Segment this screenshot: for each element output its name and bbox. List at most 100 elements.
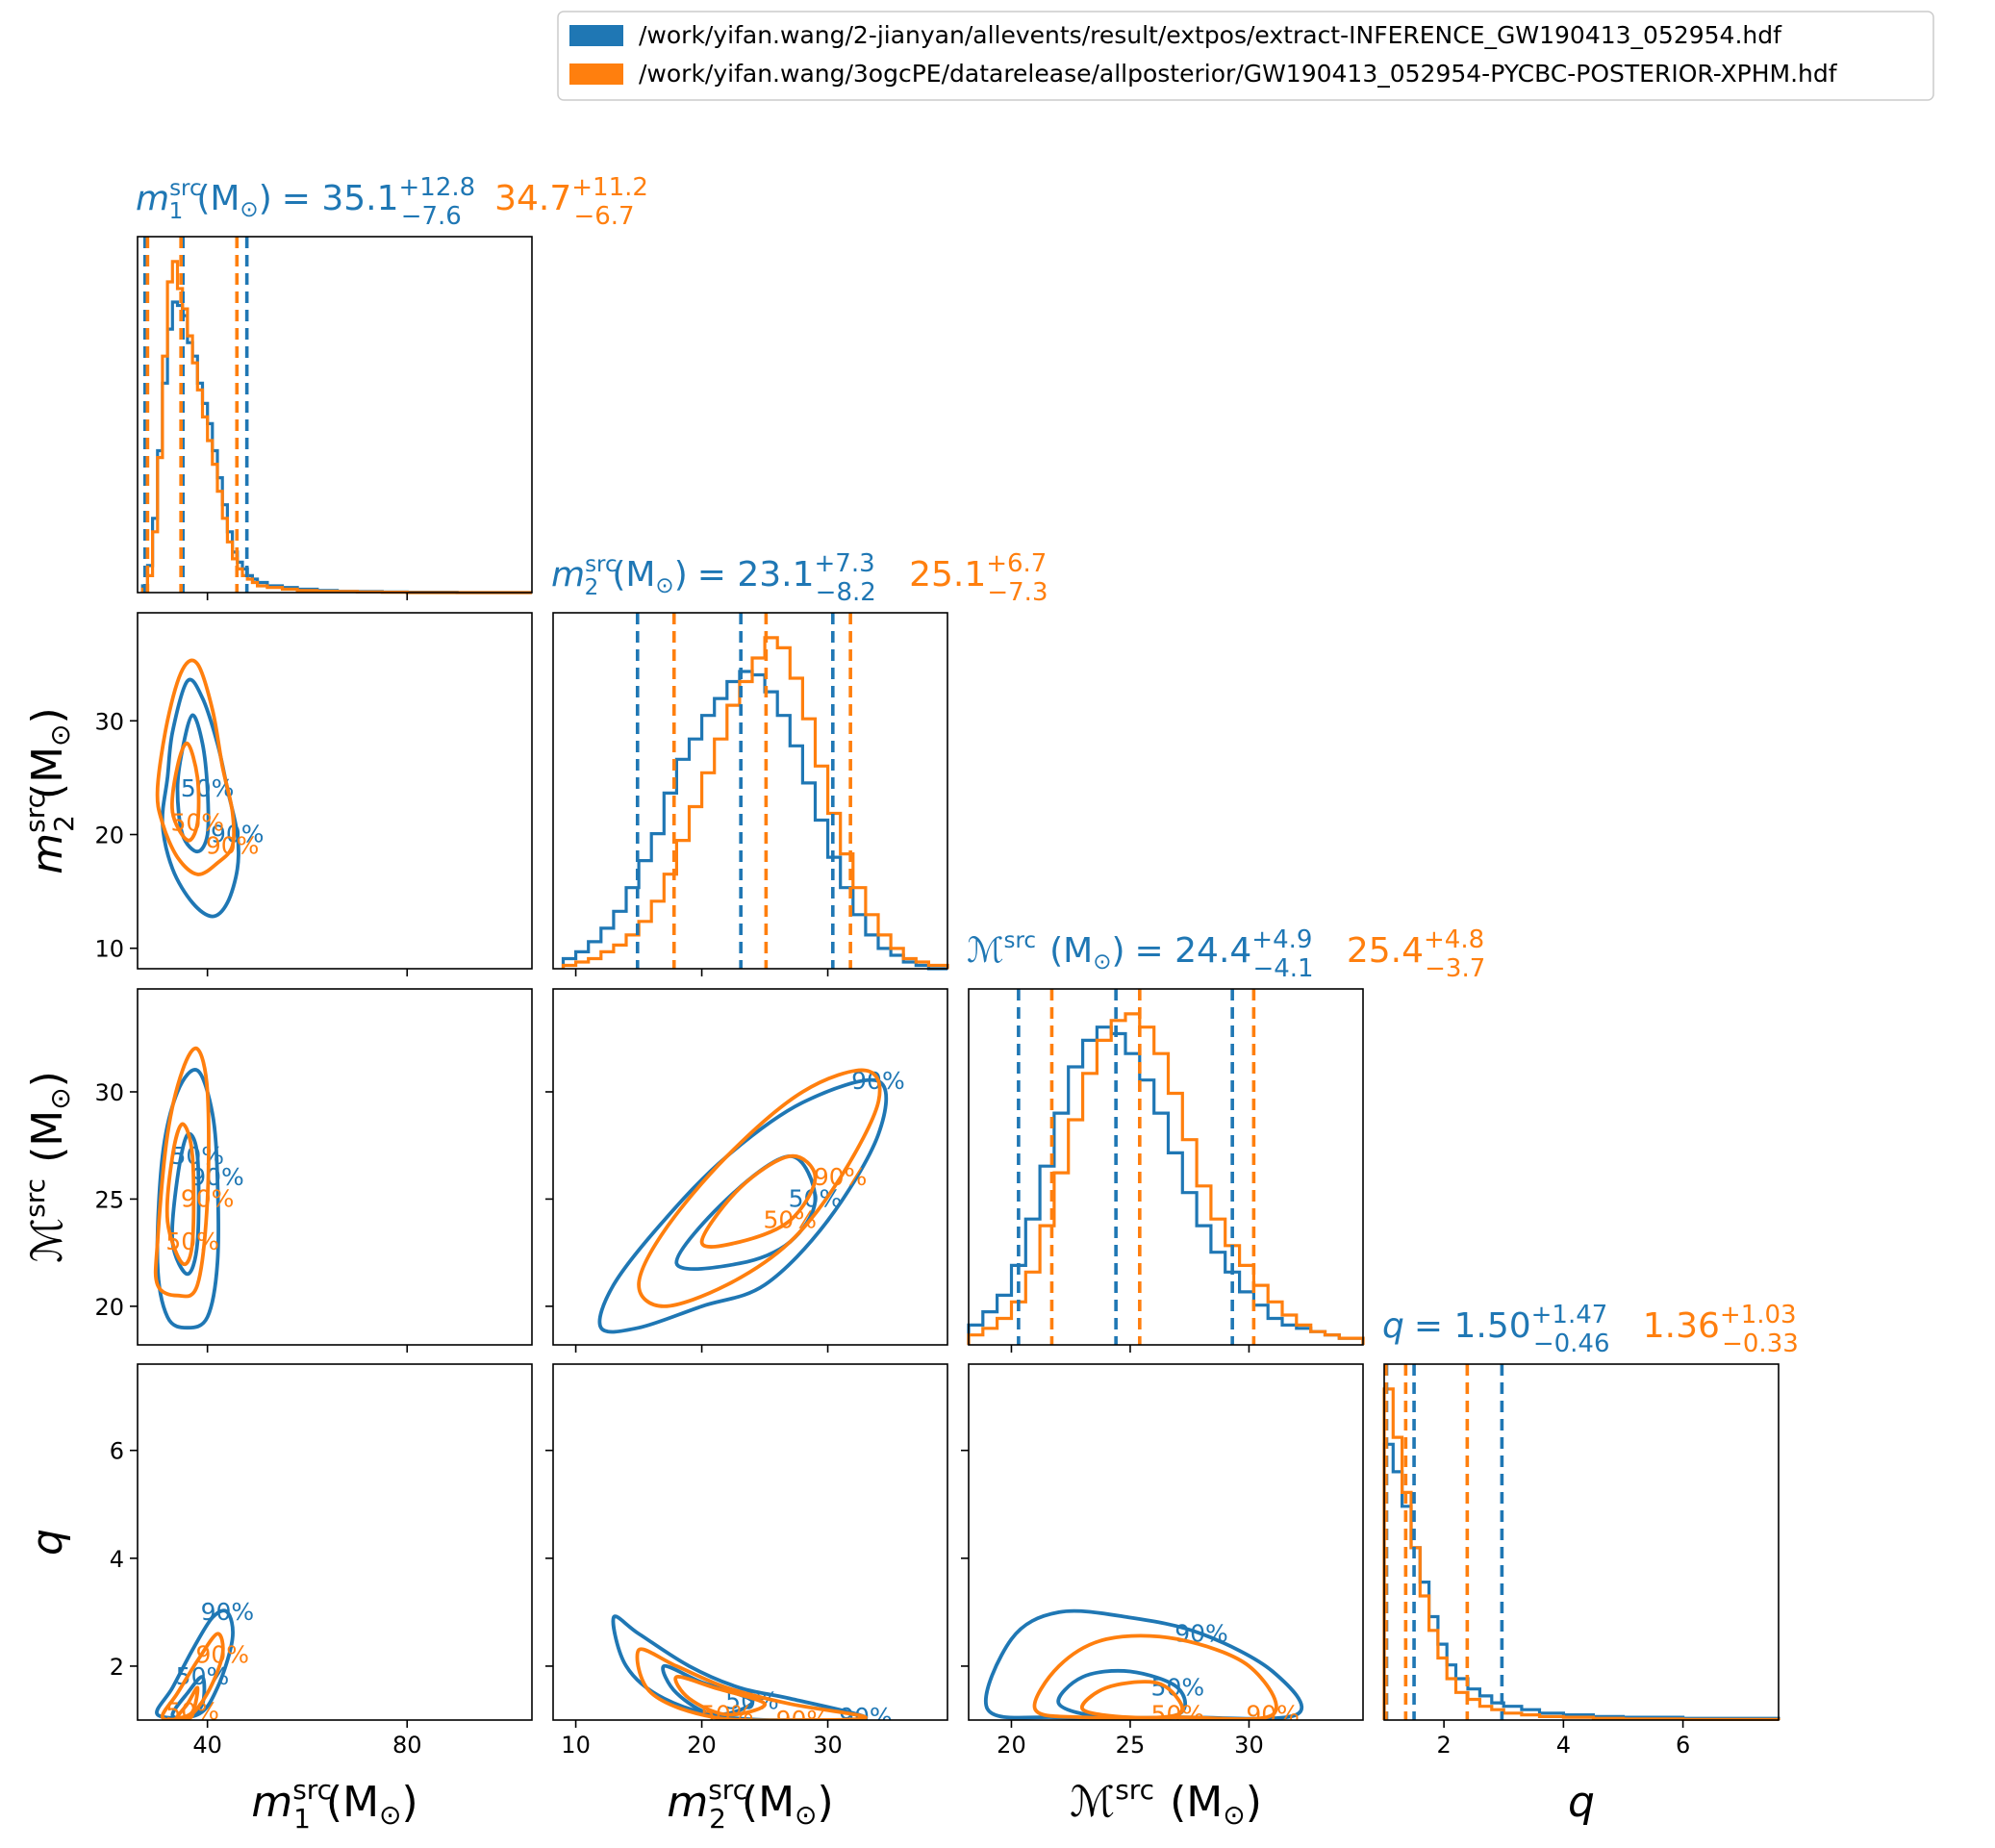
- title-spacer: [1610, 1315, 1618, 1344]
- title-median-orange: 1.36: [1643, 1306, 1720, 1346]
- title-median-orange: 25.4: [1347, 931, 1424, 971]
- contour-level-label: 90%: [211, 821, 265, 848]
- contour-blue-50: [170, 1131, 201, 1277]
- x-tick-label: 40: [192, 1732, 222, 1759]
- panels: msrc 1 (M⊙) = 35.1+12.8 −7.6 34.7+11.2 −6.7 m…: [19, 173, 1799, 1835]
- histogram-orange: [1382, 1387, 1780, 1721]
- title-sub: 1: [169, 199, 184, 224]
- contour-orange-50: [170, 741, 201, 843]
- title-sup: src: [1004, 928, 1037, 953]
- axis-unit-close: ): [1246, 1778, 1262, 1827]
- title-symbol: m: [551, 555, 585, 595]
- histogram-frame-m2: [552, 612, 948, 970]
- axis-unit-sub: ⊙: [795, 1799, 817, 1831]
- axis-unit: (M: [23, 1110, 72, 1163]
- y-tick-label: 30: [94, 1079, 124, 1106]
- y-axis-label-mc: ℳsrc (M⊙): [19, 1071, 76, 1263]
- contour-level-label: 90%: [814, 1163, 868, 1191]
- title-plus-blue: +4.9: [1251, 925, 1312, 954]
- title-unit-close: ): [1111, 931, 1124, 971]
- axis-sup: src: [1115, 1774, 1154, 1806]
- title-minus-orange: −6.7: [573, 202, 634, 231]
- axis-sup: src: [292, 1774, 332, 1806]
- contour-level-label: 50%: [165, 1698, 219, 1726]
- y-tick-label: 20: [94, 1294, 124, 1321]
- contour-frame-q_m2: [552, 1363, 948, 1721]
- x-tick-label: 30: [1234, 1732, 1264, 1759]
- axis-symbol: m: [251, 1778, 292, 1827]
- x-axis-label-mc: ℳsrc (M⊙): [1070, 1774, 1262, 1831]
- axis-sub: 1: [293, 1803, 311, 1835]
- axis-unit: (M: [742, 1778, 795, 1827]
- y-tick-label: 10: [94, 936, 124, 963]
- x-axis-label-q: q: [1568, 1778, 1595, 1827]
- contour-frame-m2_m1: [137, 612, 533, 970]
- contour-frame-q_mc: [968, 1363, 1364, 1721]
- histogram-orange: [140, 260, 532, 595]
- axis-unit: (M: [1170, 1778, 1223, 1827]
- axis-sup: src: [19, 794, 51, 833]
- title-minus-orange: −7.3: [987, 578, 1048, 607]
- histogram-panel-m1: msrc 1 (M⊙) = 35.1+12.8 −7.6 34.7+11.2 −6.7: [136, 173, 648, 600]
- title-minus-orange: −0.33: [1722, 1329, 1799, 1358]
- legend: /work/yifan.wang/2-jianyan/allevents/res…: [557, 11, 1934, 101]
- contour-level-label: 50%: [700, 1700, 754, 1728]
- histogram-blue: [561, 670, 947, 971]
- axis-unit: (M: [326, 1778, 379, 1827]
- title-minus-blue: −0.46: [1533, 1329, 1610, 1358]
- contour-orange-90: [1032, 1633, 1278, 1720]
- contour-level-label: 90%: [181, 1184, 235, 1212]
- title-median-orange: 34.7: [494, 179, 571, 218]
- axis-sub: 2: [709, 1803, 726, 1835]
- title-equals: =: [697, 555, 738, 595]
- x-tick-label: 4: [1556, 1732, 1571, 1759]
- title-spacer: [462, 188, 469, 216]
- panel-title: q = 1.50+1.47 −0.46 1.36+1.03 −0.33: [1382, 1301, 1799, 1358]
- title-unit: (M: [196, 179, 240, 218]
- contour-orange-50: [175, 1685, 200, 1720]
- title-equals: =: [282, 179, 322, 218]
- axis-symbol: m: [667, 1778, 708, 1827]
- title-median-blue: 24.4: [1174, 931, 1251, 971]
- x-tick-label: 2: [1436, 1732, 1451, 1759]
- title-unit: (M: [612, 555, 655, 595]
- contour-level-label: 50%: [763, 1206, 817, 1234]
- panel-title: ℳsrc (M⊙) = 24.4+4.9 −4.1 25.4+4.8 −3.7: [967, 925, 1485, 983]
- histogram-frame-q: [1383, 1363, 1780, 1721]
- contour-level-label: 50%: [165, 1228, 219, 1255]
- axis-unit: (M: [23, 747, 72, 799]
- histogram-panel-m2: msrc 2 (M⊙) = 23.1+7.3 −8.2 25.1+6.7 −7.3: [551, 549, 1048, 976]
- title-minus-orange: −3.7: [1425, 954, 1485, 983]
- title-unit-sub: ⊙: [655, 573, 673, 598]
- histogram-panel-mc: ℳsrc (M⊙) = 24.4+4.9 −4.1 25.4+4.8 −3.7: [967, 925, 1485, 1353]
- contour-orange-50: [673, 1675, 768, 1717]
- histogram-panel-q: 2 4 6 q = 1.50+1.47 −0.46 1.36+1.03 −0.33: [1382, 1301, 1799, 1759]
- contour-level-label: 90%: [776, 1706, 830, 1734]
- title-unit-sub: ⊙: [1093, 949, 1111, 975]
- title-symbol: m: [136, 179, 169, 218]
- histogram-orange: [967, 1012, 1365, 1345]
- panel-title: msrc 1 (M⊙) = 35.1+12.8 −7.6 34.7+11.2 −6.7: [136, 173, 648, 231]
- contour-panel-q_m2: 90%50%90%50%10 20 30: [545, 1363, 948, 1759]
- histogram-orange: [561, 636, 949, 969]
- axis-unit-sub: ⊙: [44, 1087, 76, 1109]
- title-minus-blue: −4.1: [1252, 954, 1313, 983]
- panel-title: msrc 2 (M⊙) = 23.1+7.3 −8.2 25.1+6.7 −7.3: [551, 549, 1048, 607]
- contour-blue-50: [674, 1154, 818, 1271]
- title-minus-blue: −7.6: [401, 202, 462, 231]
- axis-unit-sub: ⊙: [44, 723, 76, 746]
- axis-sup: src: [708, 1774, 747, 1806]
- title-spacer: [876, 564, 884, 593]
- contour-panel-mc_m2: 90%50%90%50%: [545, 988, 948, 1353]
- title-symbol: q: [1382, 1306, 1404, 1346]
- title-median-orange: 25.1: [909, 555, 986, 595]
- y-tick-label: 2: [110, 1654, 124, 1681]
- x-tick-label: 10: [561, 1732, 591, 1759]
- axis-symbol: q: [23, 1529, 72, 1556]
- axis-symbol: q: [1568, 1778, 1595, 1827]
- title-plus-orange: +6.7: [986, 549, 1047, 578]
- contour-frame-mc_m2: [552, 988, 948, 1346]
- title-symbol: ℳ: [967, 931, 1004, 971]
